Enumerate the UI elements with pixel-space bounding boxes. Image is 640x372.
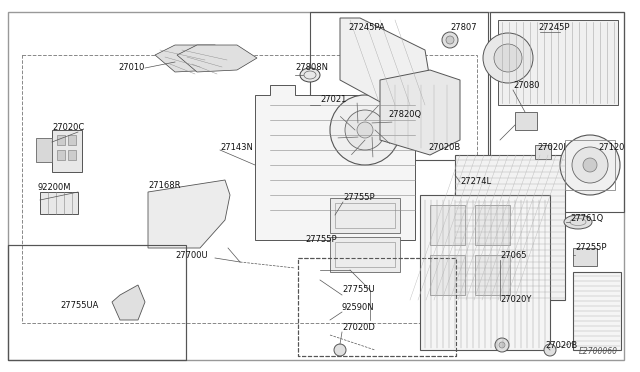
Bar xyxy=(565,140,615,190)
Polygon shape xyxy=(340,18,430,110)
Circle shape xyxy=(345,110,385,150)
Text: 27021: 27021 xyxy=(320,96,346,105)
Circle shape xyxy=(446,36,454,44)
Bar xyxy=(68,150,76,160)
Bar xyxy=(573,272,621,350)
Text: 27274L: 27274L xyxy=(460,177,491,186)
Bar xyxy=(330,237,400,272)
Text: 27020Y: 27020Y xyxy=(500,295,531,305)
Text: 27761Q: 27761Q xyxy=(570,214,604,222)
Text: 27020D: 27020D xyxy=(342,324,375,333)
Circle shape xyxy=(357,122,373,138)
Bar xyxy=(40,192,78,214)
Text: 27755UA: 27755UA xyxy=(60,301,99,310)
Circle shape xyxy=(334,344,346,356)
Text: E2700060: E2700060 xyxy=(579,347,618,356)
Polygon shape xyxy=(380,70,460,155)
Bar xyxy=(498,20,618,105)
Circle shape xyxy=(494,44,522,72)
Text: 27120: 27120 xyxy=(598,144,625,153)
Bar xyxy=(22,55,477,323)
Circle shape xyxy=(442,32,458,48)
Bar xyxy=(335,203,395,228)
Ellipse shape xyxy=(300,68,320,82)
Text: 27755U: 27755U xyxy=(342,285,374,295)
Text: 27820Q: 27820Q xyxy=(388,110,421,119)
Text: 92590N: 92590N xyxy=(342,304,374,312)
Text: 27245P: 27245P xyxy=(538,23,570,32)
Text: 27245PA: 27245PA xyxy=(348,23,385,32)
Circle shape xyxy=(330,95,400,165)
Bar xyxy=(490,12,624,212)
Polygon shape xyxy=(177,45,257,72)
Circle shape xyxy=(499,342,505,348)
Text: 92200M: 92200M xyxy=(38,183,72,192)
Circle shape xyxy=(560,135,620,195)
Bar xyxy=(330,198,400,233)
Bar xyxy=(8,245,186,360)
Circle shape xyxy=(544,344,556,356)
Text: 27700U: 27700U xyxy=(175,250,207,260)
Bar xyxy=(57,150,65,160)
Bar xyxy=(335,242,395,267)
Polygon shape xyxy=(155,45,235,72)
Text: 27755P: 27755P xyxy=(343,193,374,202)
Text: 27020B: 27020B xyxy=(428,144,460,153)
Bar xyxy=(298,258,456,356)
Bar xyxy=(475,205,510,245)
Text: 27255P: 27255P xyxy=(575,244,607,253)
Text: 27080: 27080 xyxy=(513,80,540,90)
Bar xyxy=(573,248,597,266)
Bar xyxy=(455,155,565,300)
Text: 27808N: 27808N xyxy=(295,64,328,73)
Polygon shape xyxy=(112,285,145,320)
Polygon shape xyxy=(148,180,230,248)
Text: 27020I: 27020I xyxy=(537,144,566,153)
Text: 27020B: 27020B xyxy=(545,340,577,350)
Bar xyxy=(310,12,488,160)
Bar xyxy=(515,112,537,130)
Text: 27168R: 27168R xyxy=(148,180,180,189)
Polygon shape xyxy=(255,85,415,240)
Circle shape xyxy=(495,338,509,352)
Bar xyxy=(475,255,510,295)
Bar xyxy=(57,135,65,145)
Text: 27755P: 27755P xyxy=(305,235,337,244)
Text: 27010: 27010 xyxy=(118,64,145,73)
Text: 27020C: 27020C xyxy=(52,124,84,132)
Circle shape xyxy=(572,147,608,183)
Bar xyxy=(420,195,550,350)
Text: 27143N: 27143N xyxy=(220,144,253,153)
Ellipse shape xyxy=(564,215,592,229)
Bar xyxy=(52,130,82,172)
Text: 27807: 27807 xyxy=(450,23,477,32)
Bar xyxy=(535,145,551,159)
Bar xyxy=(8,245,186,360)
Bar xyxy=(36,138,52,162)
Bar xyxy=(68,135,76,145)
Bar xyxy=(430,255,465,295)
Bar xyxy=(430,205,465,245)
Text: 27065: 27065 xyxy=(500,250,527,260)
Circle shape xyxy=(483,33,533,83)
Bar xyxy=(298,258,456,356)
Circle shape xyxy=(583,158,597,172)
